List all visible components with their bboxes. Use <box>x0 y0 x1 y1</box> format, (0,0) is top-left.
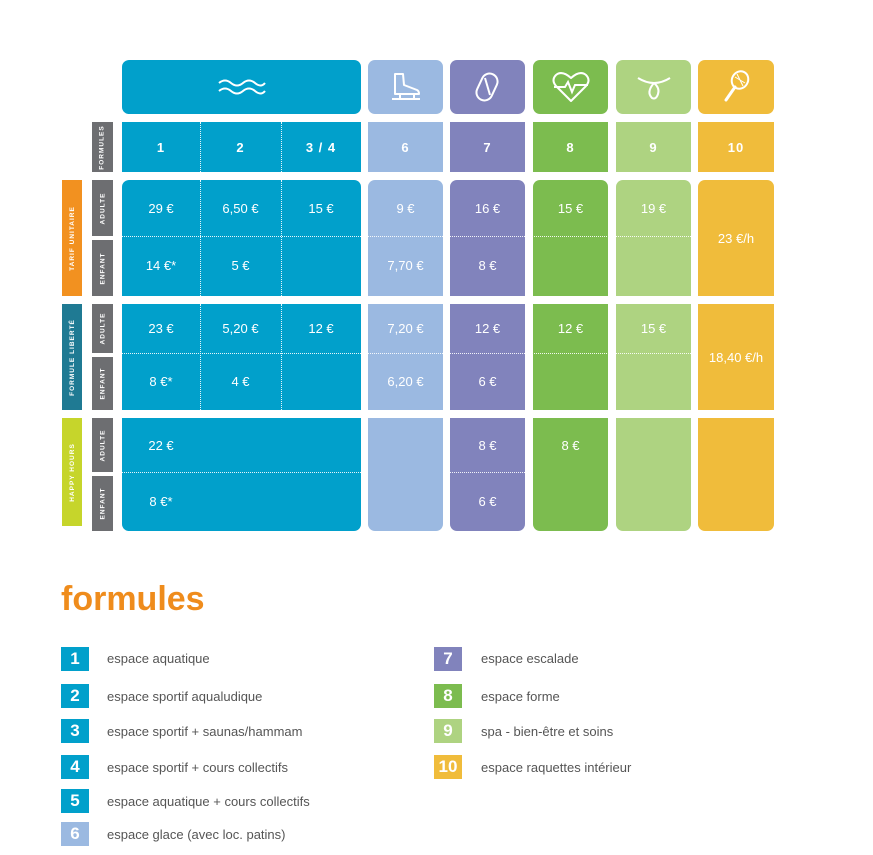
price-cell: 4 € <box>231 374 250 389</box>
row-label-enfant: ENFANT <box>92 476 113 531</box>
legend-item-text: espace forme <box>481 689 560 704</box>
legend-item-text: espace aquatique + cours collectifs <box>107 794 310 809</box>
price-cell: 7,70 € <box>387 257 424 273</box>
legend-item-text: espace raquettes intérieur <box>481 760 632 775</box>
price-cell: 15 € <box>308 200 334 216</box>
legend-item-text: spa - bien-être et soins <box>481 724 614 739</box>
group-label-happy-hours: HAPPY HOURS <box>62 418 82 526</box>
group-label-formule-liberte: FORMULE LIBERTÉ <box>62 304 82 410</box>
aqua-header <box>122 60 361 114</box>
formula-number-7: 7 <box>450 122 525 172</box>
spa-price-column <box>616 180 691 531</box>
ice-price-column <box>368 180 443 531</box>
legend-item-text: espace sportif + saunas/hammam <box>107 724 303 739</box>
price-cell: 5 € <box>231 257 250 273</box>
spa-header <box>616 60 691 114</box>
group-label-tarif-unitaire: TARIF UNITAIRE <box>62 180 82 296</box>
formula-number-6: 6 <box>368 122 443 172</box>
price-cell: 15 € <box>640 321 667 336</box>
price-cell: 23 € <box>148 321 174 336</box>
raquettes-happy-hours-block <box>698 418 774 531</box>
price-cell: 15 € <box>557 200 584 216</box>
ice-header <box>368 60 443 114</box>
legend-number-badge: 10 <box>434 755 462 779</box>
formula-number-3-4: 3 / 4 <box>305 139 337 155</box>
price-cell: 19 € <box>640 200 667 216</box>
price-cell: 23 €/h <box>717 230 755 246</box>
price-cell: 18,40 €/h <box>708 349 764 365</box>
waves-icon <box>217 79 266 95</box>
aqua-numbers-band <box>122 122 361 172</box>
legend-item-text: espace sportif + cours collectifs <box>107 760 288 775</box>
price-cell: 5,20 € <box>222 321 259 336</box>
legend-number-badge: 5 <box>61 789 89 813</box>
price-cell: 16 € <box>474 200 501 216</box>
legend-item-text: espace aquatique <box>107 651 210 666</box>
forme-header <box>533 60 608 114</box>
price-cell: 6 € <box>478 494 497 509</box>
escalade-header <box>450 60 525 114</box>
row-label-adulte: ADULTE <box>92 304 113 353</box>
legend-number-badge: 7 <box>434 647 462 671</box>
price-cell: 8 €* <box>149 374 173 389</box>
raquettes-header <box>698 60 774 114</box>
legend-number-badge: 4 <box>61 755 89 779</box>
legend-number-badge: 8 <box>434 684 462 708</box>
formula-number-1: 1 <box>156 139 166 155</box>
legend-number-badge: 6 <box>61 822 89 846</box>
raquettes-tarif-unitaire-block <box>698 180 774 296</box>
price-cell: 12 € <box>557 321 584 336</box>
price-cell: 12 € <box>474 321 501 336</box>
legend-number-badge: 3 <box>61 719 89 743</box>
price-cell: 9 € <box>396 200 415 216</box>
price-cell: 8 €* <box>149 494 173 509</box>
price-cell: 29 € <box>148 200 174 216</box>
price-cell: 6,20 € <box>387 374 424 389</box>
ice-skate-icon <box>391 73 420 100</box>
price-cell: 8 € <box>478 437 497 453</box>
heart-pulse-icon <box>552 72 589 102</box>
legend-number-badge: 1 <box>61 647 89 671</box>
carabiner-icon <box>474 72 499 102</box>
legend-item-text: espace sportif aqualudique <box>107 689 263 704</box>
formula-number-8: 8 <box>533 122 608 172</box>
price-cell: 22 € <box>148 437 174 453</box>
price-cell: 6 € <box>478 374 497 389</box>
legend-item-text: espace escalade <box>481 651 579 666</box>
row-label-enfant: ENFANT <box>92 240 113 296</box>
legend-title: formules <box>61 580 205 618</box>
row-label-enfant: ENFANT <box>92 357 113 410</box>
racket-icon <box>724 70 750 102</box>
raquettes-formule-liberte-block <box>698 304 774 410</box>
legend-number-badge: 2 <box>61 684 89 708</box>
formules-row-label: FORMULES <box>92 122 113 172</box>
price-cell: 8 € <box>561 437 580 453</box>
price-cell: 14 €* <box>145 257 177 273</box>
price-cell: 6,50 € <box>222 200 259 216</box>
legend-number-badge: 9 <box>434 719 462 743</box>
row-label-adulte: ADULTE <box>92 180 113 236</box>
price-cell: 12 € <box>308 321 334 336</box>
formula-number-10: 10 <box>698 122 774 172</box>
forme-price-column <box>533 180 608 531</box>
legend-item-text: espace glace (avec loc. patins) <box>107 827 286 842</box>
price-cell: 8 € <box>478 257 497 273</box>
price-cell: 7,20 € <box>387 321 424 336</box>
row-label-adulte: ADULTE <box>92 418 113 472</box>
spa-knot-icon <box>636 77 671 100</box>
formula-number-2: 2 <box>236 139 245 155</box>
formula-number-9: 9 <box>616 122 691 172</box>
